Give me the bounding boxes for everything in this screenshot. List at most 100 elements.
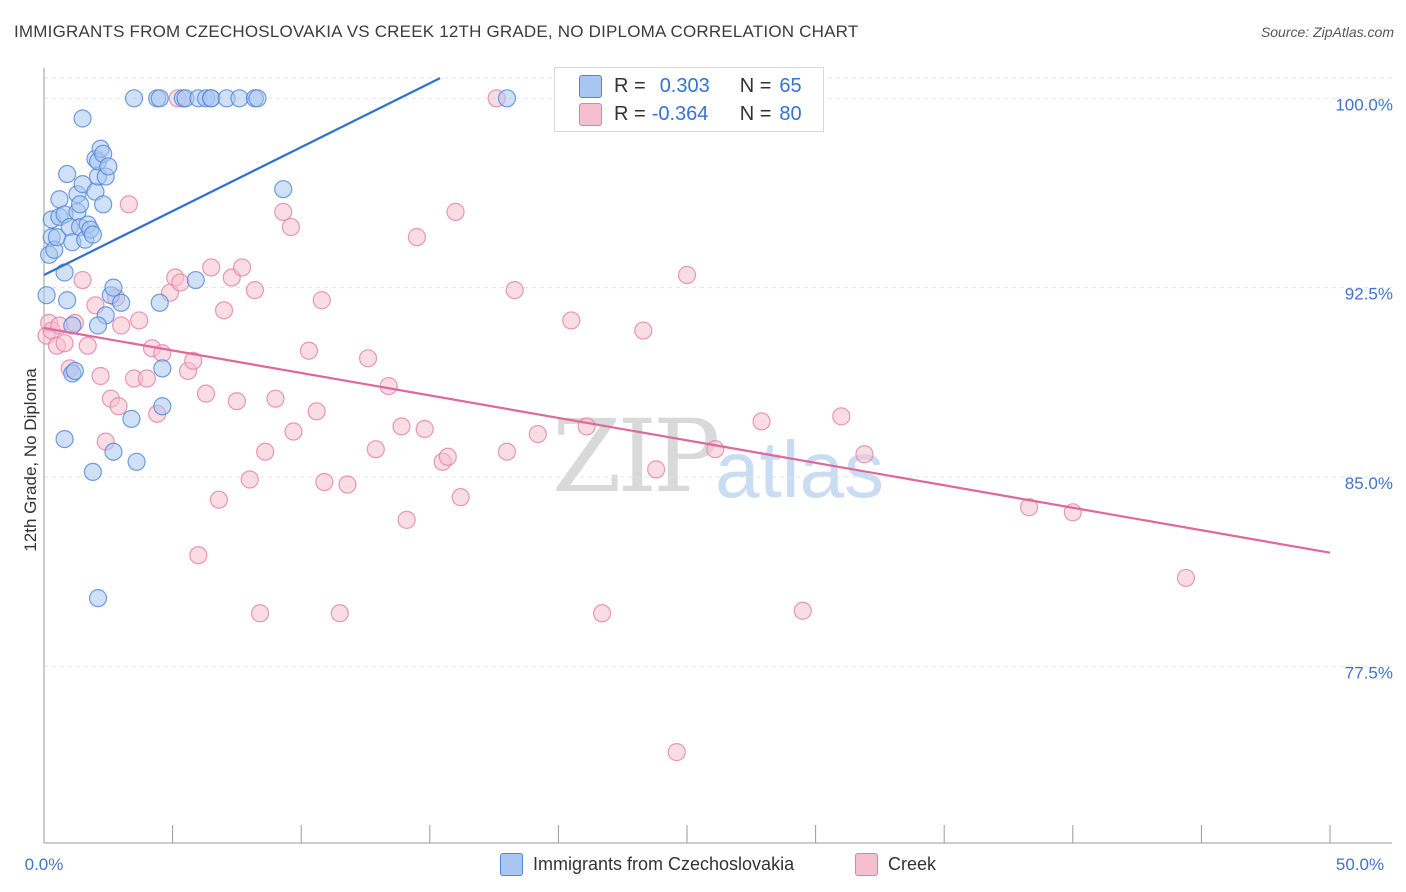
bottom-legend-label-2: Creek [888, 853, 937, 874]
point-czechoslovakia [37, 286, 56, 305]
legend-row-creek: R = -0.364 N = 80 [579, 102, 802, 126]
source-credit: Source: ZipAtlas.com [1260, 24, 1394, 40]
point-creek [677, 265, 697, 285]
point-creek [855, 445, 874, 464]
point-creek [281, 217, 301, 237]
point-creek [593, 604, 612, 623]
point-czechoslovakia [124, 89, 144, 108]
point-czechoslovakia [104, 442, 123, 461]
correlation-legend: R = 0.303 N = 65 R = -0.364 N = 80 [554, 67, 824, 132]
point-creek [119, 195, 138, 214]
point-czechoslovakia [186, 270, 205, 290]
point-creek [832, 407, 851, 426]
bottom-legend-label-1: Immigrants from Czechoslovakia [533, 853, 795, 874]
point-czechoslovakia [248, 89, 267, 108]
point-czechoslovakia [150, 89, 169, 108]
point-creek [274, 202, 293, 221]
x-tick-label: 0.0% [25, 855, 64, 874]
tick-labels: 100.0% 92.5% 85.0% 77.5% 0.0% 50.0% [25, 95, 1393, 874]
point-creek [245, 281, 265, 300]
point-creek [91, 366, 110, 386]
bottom-legend-creek: Creek [855, 852, 936, 876]
point-creek [397, 510, 416, 529]
point-czechoslovakia [122, 409, 141, 428]
point-czechoslovakia [83, 225, 102, 244]
point-creek [240, 470, 259, 489]
legend-row-czechoslovakia: R = 0.303 N = 65 [579, 74, 802, 98]
point-czechoslovakia [83, 462, 102, 482]
point-creek [451, 488, 470, 507]
axes [43, 68, 1392, 844]
point-czechoslovakia [230, 89, 249, 108]
legend-r-value-1: 0.303 [659, 74, 710, 97]
point-creek [528, 424, 547, 444]
point-creek [73, 270, 92, 290]
y-tick-label: 85.0% [1345, 474, 1393, 493]
point-creek [256, 442, 275, 461]
point-creek [78, 336, 97, 355]
point-czechoslovakia [274, 180, 293, 199]
point-creek [446, 202, 465, 221]
point-creek [1176, 568, 1196, 588]
point-creek [209, 490, 228, 509]
point-creek [196, 384, 216, 403]
y-tick-label: 92.5% [1345, 285, 1393, 304]
point-czechoslovakia [88, 589, 108, 608]
point-creek [232, 258, 252, 277]
point-czechoslovakia [112, 293, 131, 312]
point-creek [667, 743, 686, 762]
point-creek [634, 321, 653, 340]
point-creek [497, 442, 517, 461]
point-creek [266, 389, 285, 408]
point-czechoslovakia [104, 278, 123, 297]
legend-swatch-pink [579, 102, 602, 126]
point-creek [250, 604, 270, 623]
point-czechoslovakia [65, 361, 84, 381]
point-czechoslovakia [58, 164, 77, 184]
point-czechoslovakia [153, 397, 172, 416]
legend-swatch-blue [579, 74, 602, 98]
point-creek [312, 291, 331, 310]
point-creek [752, 412, 771, 431]
point-creek [407, 228, 427, 247]
point-czechoslovakia [88, 316, 108, 335]
point-creek [227, 392, 246, 411]
point-creek [109, 397, 128, 416]
point-creek [315, 472, 334, 492]
point-czechoslovakia [150, 293, 169, 312]
point-creek [392, 417, 411, 436]
point-creek [130, 311, 149, 330]
y-tick-label: 77.5% [1345, 663, 1393, 682]
point-creek [189, 546, 208, 565]
bottom-legend-swatch-pink [855, 852, 878, 876]
watermark-zip: ZIP [552, 398, 720, 515]
point-creek [438, 447, 457, 466]
point-creek [137, 369, 156, 388]
point-creek [562, 311, 581, 330]
y-tick-label: 100.0% [1335, 95, 1393, 114]
legend-r-value-2: -0.364 [651, 102, 709, 125]
point-creek [307, 402, 326, 421]
legend-n-value-2: 80 [779, 102, 802, 125]
legend-n-label: N = [739, 102, 772, 125]
point-creek [184, 351, 203, 370]
point-creek [1019, 498, 1039, 517]
legend-n-label: N = [739, 74, 772, 97]
point-czechoslovakia [127, 452, 146, 471]
data-points [37, 89, 1196, 762]
trendline-czechoslovakia [43, 77, 441, 276]
trendlines [43, 77, 1331, 554]
legend-r-label: R = [614, 74, 646, 97]
point-czechoslovakia [497, 89, 517, 108]
bottom-legend-czechoslovakia: Immigrants from Czechoslovakia [500, 852, 794, 876]
point-creek [171, 273, 190, 292]
point-creek [505, 281, 524, 300]
point-czechoslovakia [70, 195, 90, 214]
chart-title: IMMIGRANTS FROM CZECHOSLOVAKIA VS CREEK … [14, 22, 859, 41]
point-czechoslovakia [50, 190, 69, 209]
x-tick-label: 50.0% [1336, 855, 1384, 874]
point-creek [793, 601, 812, 620]
point-czechoslovakia [202, 89, 221, 108]
point-creek [366, 440, 385, 459]
